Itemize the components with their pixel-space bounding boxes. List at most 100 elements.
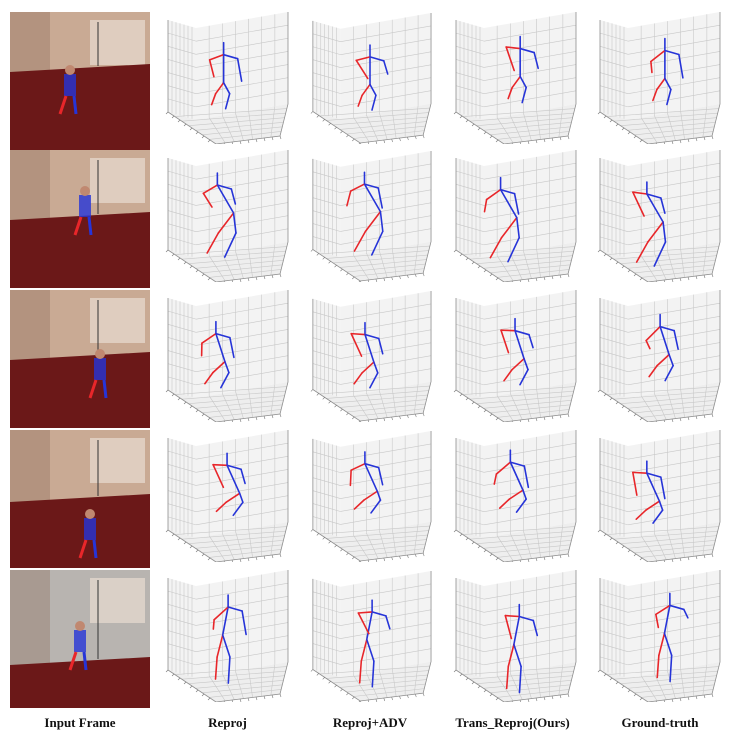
left-pane	[600, 20, 628, 120]
back-pane	[484, 290, 576, 398]
spine-bone	[215, 332, 226, 363]
right-shin	[370, 499, 382, 514]
left-thigh	[225, 492, 241, 504]
left-thigh	[500, 216, 518, 239]
left-forearm	[493, 473, 498, 485]
right-thigh	[662, 221, 667, 243]
left-upper-arm	[350, 462, 366, 471]
skeleton	[500, 317, 534, 386]
left-thigh	[364, 210, 382, 233]
right-shin	[519, 368, 529, 386]
pose-3d-plot	[448, 570, 578, 702]
back-pane	[196, 430, 288, 538]
left-shin	[505, 665, 510, 690]
right-upper-arm	[364, 462, 380, 469]
right-upper-arm	[227, 606, 243, 612]
left-shin	[635, 241, 649, 263]
right-upper-arm	[646, 472, 662, 478]
pose-3d-plot	[592, 430, 722, 562]
skeleton	[655, 592, 689, 683]
left-thigh	[507, 643, 515, 668]
left-upper-arm	[350, 332, 366, 336]
right-shin	[369, 372, 379, 389]
column-label-ground-truth: Ground-truth	[621, 715, 699, 730]
left-upper-arm	[349, 183, 366, 192]
person-figure	[78, 509, 98, 559]
right-forearm	[230, 188, 237, 205]
red-carpet-floor	[10, 657, 150, 708]
spine-bone	[216, 184, 235, 214]
back-pane	[628, 12, 720, 120]
left-thigh	[214, 81, 225, 95]
right-thigh	[513, 643, 522, 668]
left-forearm	[212, 618, 215, 630]
left-shin	[498, 498, 511, 509]
left-upper-arm	[355, 56, 371, 62]
left-forearm	[346, 190, 352, 207]
right-thigh	[664, 77, 672, 91]
skeleton	[632, 460, 666, 524]
right-shin	[518, 665, 522, 694]
right-thigh	[224, 360, 230, 374]
red-carpet-floor	[10, 352, 150, 428]
right-forearm	[229, 336, 235, 359]
left-upper-arm	[655, 604, 671, 616]
left-upper-arm	[202, 184, 219, 195]
left-upper-arm	[208, 53, 225, 61]
input-frame-photo	[10, 150, 150, 288]
input-frame-photo	[10, 570, 150, 708]
right-forearm	[377, 337, 384, 355]
left-pane	[312, 298, 341, 398]
skeleton	[357, 599, 391, 688]
left-forearm	[645, 339, 651, 350]
input-frame-photo	[10, 290, 150, 428]
pose-3d-plot	[448, 12, 578, 144]
left-thigh	[645, 500, 661, 511]
input-frame-photo	[10, 430, 150, 568]
right-thigh	[222, 81, 231, 95]
left-pane	[600, 158, 628, 258]
right-thigh	[515, 216, 520, 239]
right-forearm	[383, 60, 389, 75]
right-forearm	[528, 333, 534, 349]
left-shin	[507, 86, 513, 100]
back-pane	[196, 12, 288, 120]
pose-3d-plot	[160, 150, 290, 282]
right-upper-arm	[514, 329, 530, 336]
back-pane	[340, 571, 432, 678]
left-pane	[456, 158, 484, 258]
left-thigh	[212, 360, 226, 374]
column-label-trans-reproj: Trans_Reproj(Ours)	[455, 715, 570, 730]
pose-3d-plot	[448, 290, 578, 422]
left-thigh	[216, 634, 224, 658]
right-thigh	[523, 357, 529, 371]
pose-3d-plot	[592, 12, 722, 144]
left-pane	[312, 158, 341, 258]
right-thigh	[238, 492, 244, 504]
left-thigh	[360, 638, 368, 662]
left-shin	[503, 368, 513, 382]
input-frame-photo	[10, 12, 150, 150]
left-forearm	[655, 613, 660, 629]
left-shin	[652, 88, 658, 102]
right-upper-arm	[371, 611, 387, 617]
right-thigh	[232, 212, 237, 234]
skeleton	[350, 321, 384, 389]
pose-3d-plot	[592, 570, 722, 702]
spine-bone	[513, 615, 521, 646]
right-upper-arm	[216, 184, 233, 190]
skeleton	[212, 594, 247, 684]
left-shin	[204, 371, 214, 385]
person-figure	[58, 65, 78, 115]
left-forearm	[212, 463, 225, 489]
left-thigh	[656, 77, 666, 91]
right-thigh	[522, 489, 527, 500]
left-pane	[456, 438, 484, 538]
left-upper-arm	[650, 49, 666, 63]
spine-bone	[509, 461, 524, 491]
right-thigh	[366, 638, 375, 662]
back-pane	[484, 12, 576, 120]
left-shin	[357, 94, 363, 107]
left-upper-arm	[495, 461, 512, 475]
right-upper-arm	[499, 188, 516, 195]
